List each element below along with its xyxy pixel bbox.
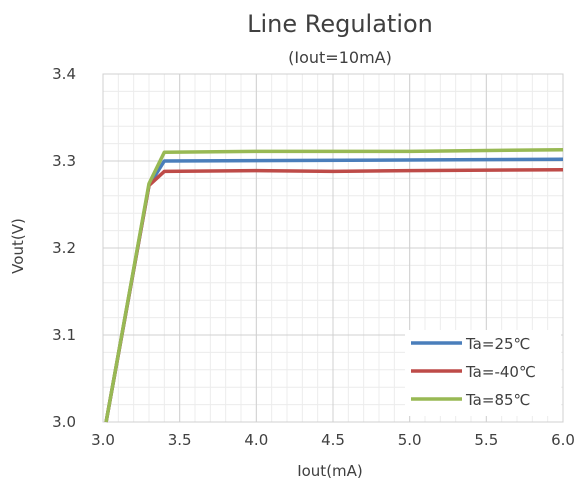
plot-area xyxy=(102,73,564,423)
y-tick-labels: 3.0 3.1 3.2 3.3 3.4 xyxy=(52,65,76,431)
x-tick-labels: 3.0 3.5 4.0 4.5 5.0 5.5 6.0 xyxy=(91,431,575,449)
series-layer xyxy=(104,147,564,423)
x-tick-label: 3.5 xyxy=(168,431,192,449)
y-tick-label: 3.0 xyxy=(52,413,76,431)
y-tick-label: 3.4 xyxy=(52,65,76,83)
chart-subtitle: (Iout=10mA) xyxy=(288,48,392,67)
x-tick-label: 4.0 xyxy=(244,431,268,449)
series-line-2 xyxy=(104,147,564,423)
x-tick-label: 3.0 xyxy=(91,431,115,449)
x-tick-label: 6.0 xyxy=(551,431,575,449)
x-axis-label: Iout(mA) xyxy=(297,462,363,480)
legend-label: Ta=85℃ xyxy=(465,391,530,409)
x-tick-label: 4.5 xyxy=(321,431,345,449)
x-tick-label: 5.0 xyxy=(398,431,422,449)
chart-title: Line Regulation xyxy=(247,10,433,38)
x-tick-label: 5.5 xyxy=(474,431,498,449)
y-axis-label: Vout(V) xyxy=(9,218,27,274)
legend: Ta=25℃ Ta=-40℃ Ta=85℃ xyxy=(405,330,561,416)
y-tick-label: 3.1 xyxy=(52,326,76,344)
y-tick-label: 3.3 xyxy=(52,152,76,170)
legend-label: Ta=25℃ xyxy=(465,335,530,353)
y-tick-label: 3.2 xyxy=(52,239,76,257)
legend-label: Ta=-40℃ xyxy=(465,363,536,381)
